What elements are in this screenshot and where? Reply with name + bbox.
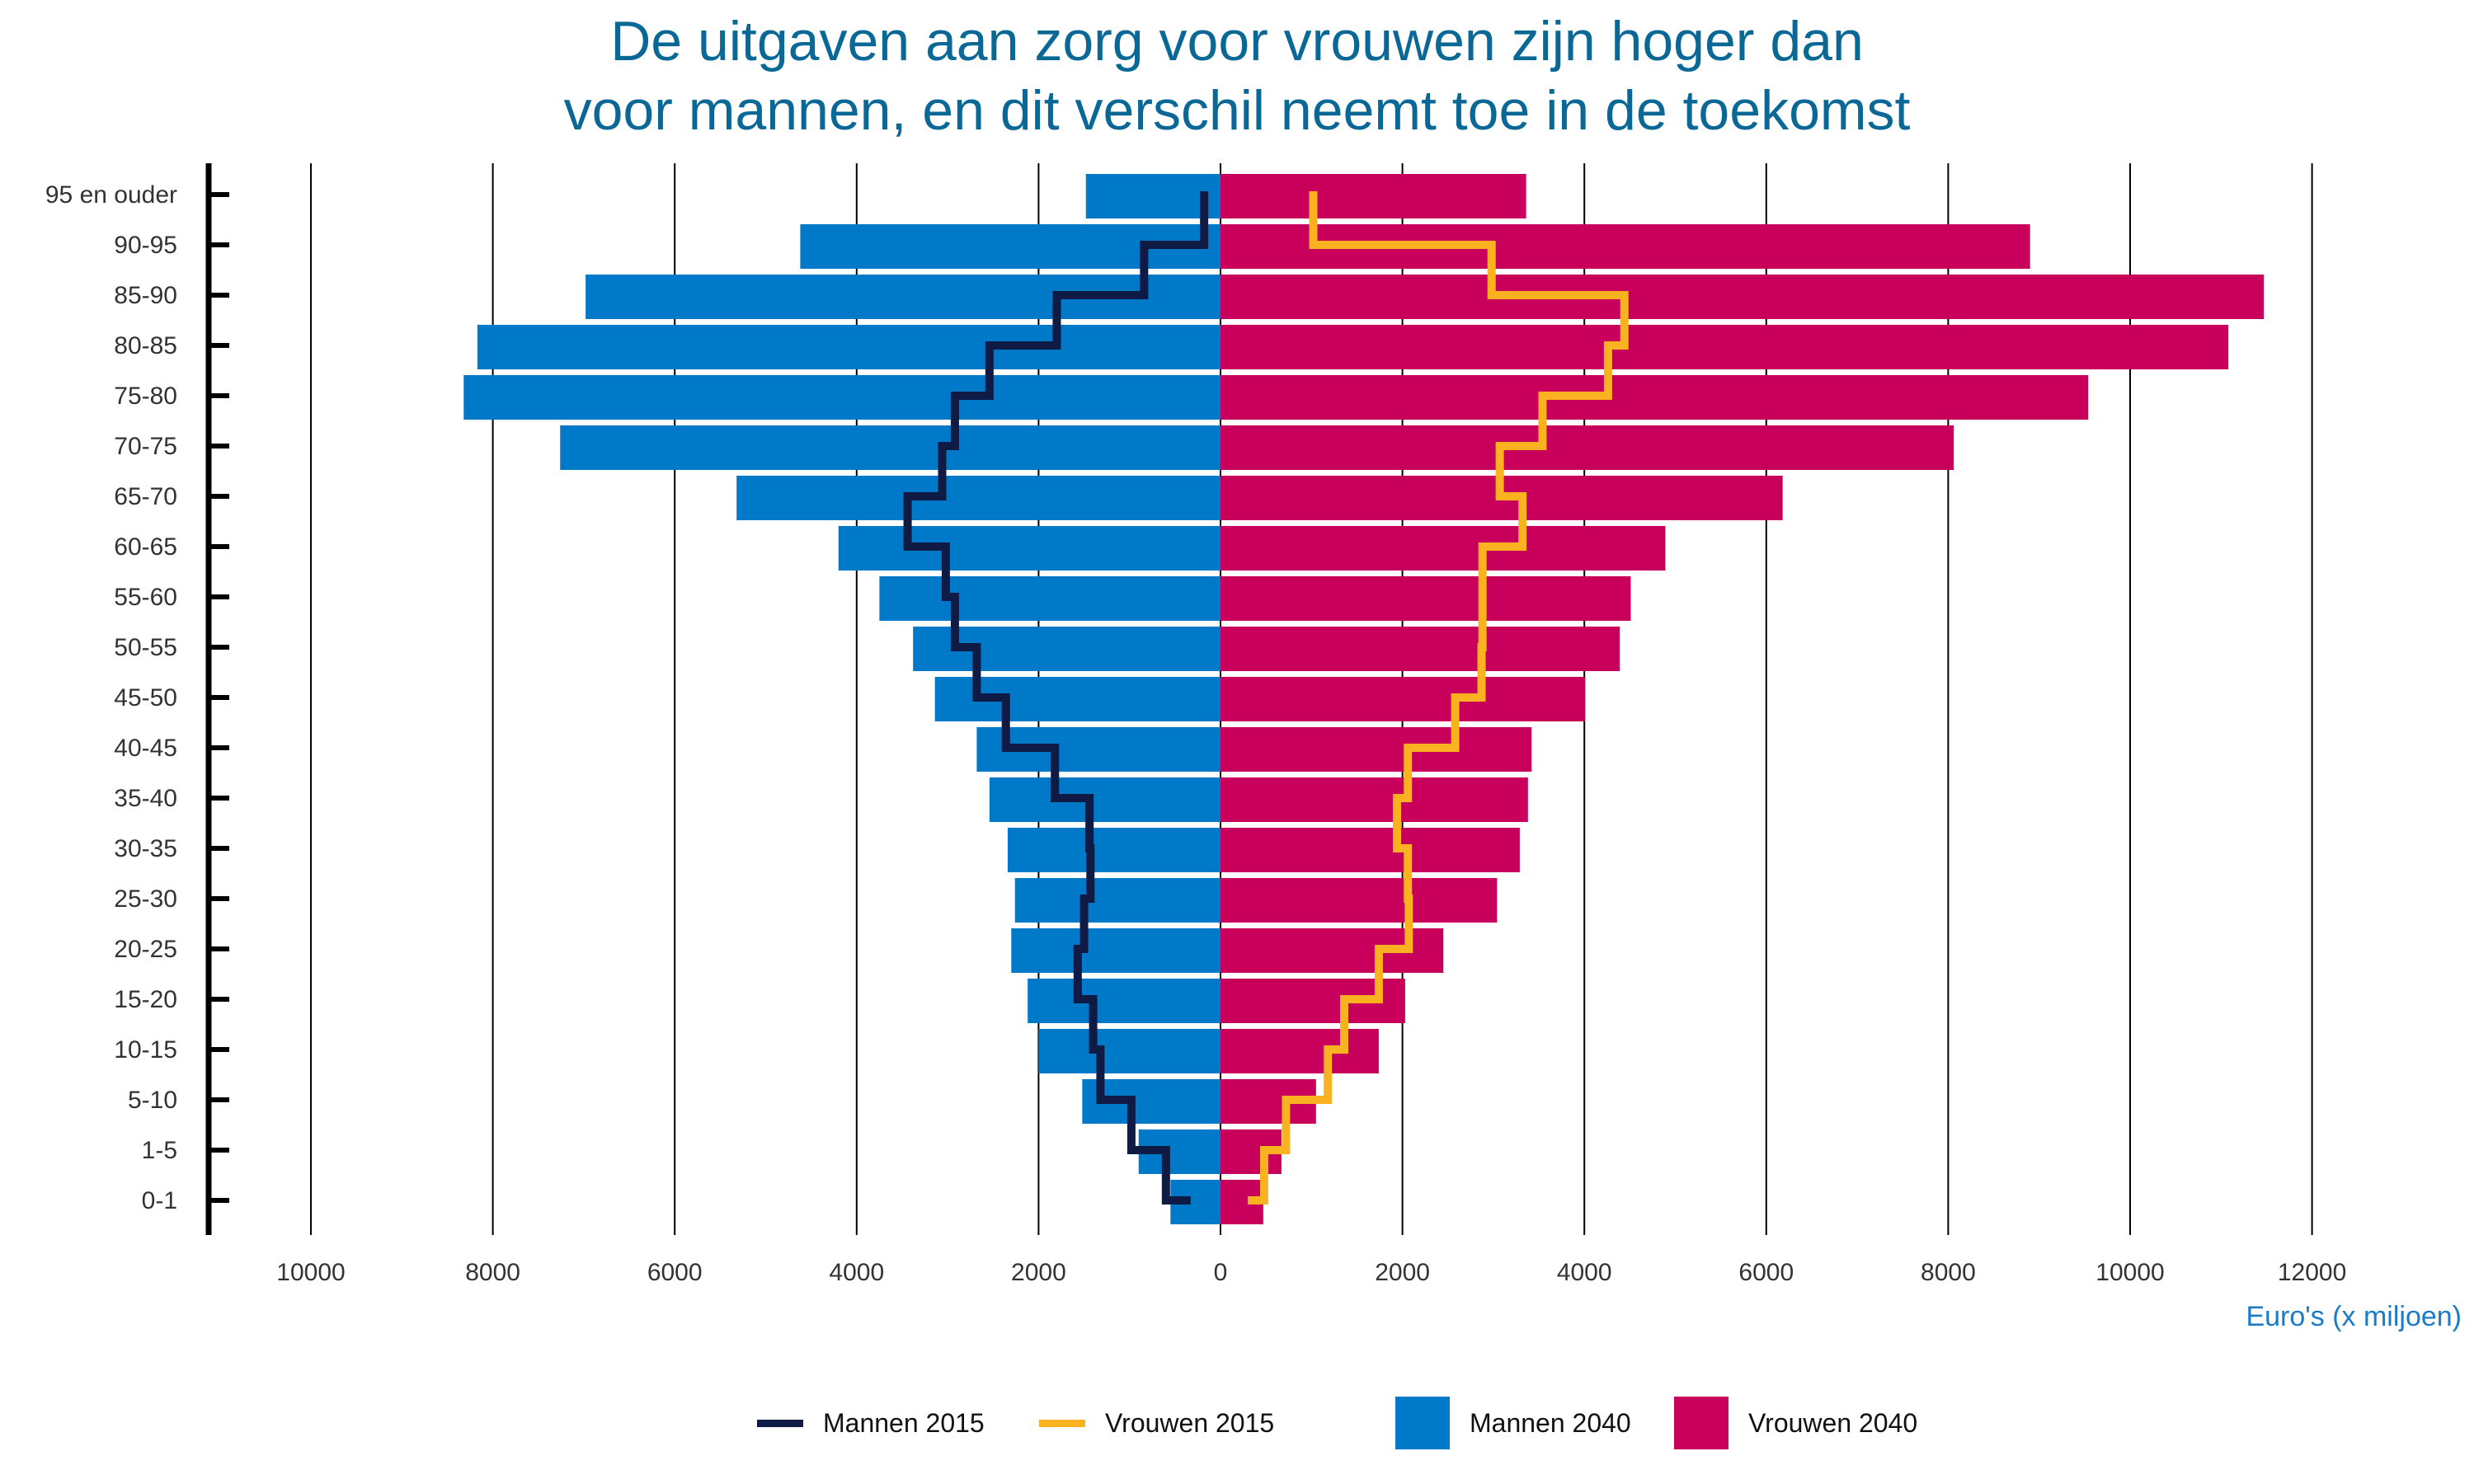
bar-vrouwen-2040 [1221,828,1520,872]
y-tick-label: 5-10 [128,1087,177,1114]
x-tick-label: 10000 [276,1259,345,1286]
legend-swatch-mannen-2015 [757,1419,803,1427]
y-tick-label: 1-5 [142,1137,177,1164]
y-tick-label: 85-90 [114,282,177,309]
bar-mannen-2040 [989,777,1221,822]
legend-item-vrouwen-2040: Vrouwen 2040 [1674,1397,1917,1449]
x-tick-label: 4000 [829,1259,884,1286]
bar-vrouwen-2040 [1221,174,1526,218]
bar-mannen-2040 [1085,174,1221,218]
x-tick-label: 6000 [1738,1259,1794,1286]
y-tick-label: 30-35 [114,835,177,862]
bar-vrouwen-2040 [1221,425,1954,470]
bar-vrouwen-2040 [1221,1029,1379,1073]
y-tick-label: 45-50 [114,684,177,711]
y-tick-label: 95 en ouder [45,181,177,209]
bar-vrouwen-2040 [1221,878,1498,923]
bar-mannen-2040 [1014,878,1221,923]
x-axis-title: Euro's (x miljoen) [2246,1301,2462,1332]
bar-vrouwen-2040 [1221,526,1666,571]
x-tick-label: 0 [1214,1259,1228,1286]
chart-title: De uitgaven aan zorg voor vrouwen zijn h… [0,7,2474,145]
legend-label-vrouwen-2015: Vrouwen 2015 [1105,1407,1275,1438]
bar-vrouwen-2040 [1221,627,1620,671]
x-tick-label: 8000 [465,1259,520,1286]
axes: 10000 8000 6000 4000 2000 0 2000 4000 6000 8000 10… [45,163,2346,1286]
y-tick-label: 0-1 [142,1187,177,1214]
y-tick-label: 25-30 [114,885,177,913]
line-vrouwen-2015 [1247,191,1629,1205]
bar-mannen-2040 [736,476,1221,520]
bar-mannen-2040 [477,325,1221,369]
bar-mannen-2040 [838,526,1221,571]
legend-label-mannen-2040: Mannen 2040 [1470,1407,1631,1438]
bar-mannen-2040 [879,576,1221,621]
bar-vrouwen-2040 [1221,727,1532,772]
bar-mannen-2040 [1038,1029,1221,1073]
x-tick-label: 2000 [1011,1259,1066,1286]
y-tick-label: 35-40 [114,785,177,812]
y-tick-label: 55-60 [114,584,177,611]
y-tick-label: 15-20 [114,986,177,1013]
y-tick-label: 90-95 [114,232,177,259]
y-tick-label: 60-65 [114,533,177,561]
line-mannen-2015 [903,191,1209,1205]
chart-title-line-1: De uitgaven aan zorg voor vrouwen zijn h… [610,10,1864,73]
bar-mannen-2040 [1011,928,1221,973]
bar-mannen-2040 [1007,828,1221,872]
x-tick-label: 6000 [647,1259,703,1286]
bar-vrouwen-2040 [1221,677,1586,721]
y-tick-label: 20-25 [114,936,177,963]
bars [463,174,2265,1224]
bar-vrouwen-2040 [1221,777,1528,822]
step-lines [903,191,1629,1205]
bar-vrouwen-2040 [1221,375,2089,420]
y-tick-label: 50-55 [114,634,177,661]
legend-swatch-mannen-2040 [1395,1397,1450,1449]
y-tick-label: 80-85 [114,332,177,359]
y-tick-label: 40-45 [114,735,177,762]
y-tick-label: 70-75 [114,433,177,460]
legend-label-vrouwen-2040: Vrouwen 2040 [1748,1407,1918,1438]
bar-mannen-2040 [560,425,1221,470]
x-tick-label: 12000 [2278,1259,2346,1286]
legend-item-mannen-2015: Mannen 2015 [757,1397,985,1449]
x-tick-label: 10000 [2095,1259,2164,1286]
bar-vrouwen-2040 [1221,325,2229,369]
bar-vrouwen-2040 [1221,576,1631,621]
legend-label-mannen-2015: Mannen 2015 [823,1407,985,1438]
chart-title-line-2: voor mannen, en dit verschil neemt toe i… [563,79,1911,142]
legend: Mannen 2015 Vrouwen 2015 Mannen 2040 Vro… [0,1397,2474,1449]
x-tick-label: 4000 [1557,1259,1612,1286]
legend-swatch-vrouwen-2015 [1039,1419,1085,1427]
y-tick-label: 10-15 [114,1036,177,1064]
x-tick-label: 2000 [1375,1259,1430,1286]
x-tick-label: 8000 [1921,1259,1976,1286]
legend-item-mannen-2040: Mannen 2040 [1395,1397,1631,1449]
legend-item-vrouwen-2015: Vrouwen 2015 [1039,1397,1274,1449]
legend-swatch-vrouwen-2040 [1674,1397,1729,1449]
bar-mannen-2040 [1028,979,1221,1023]
bar-mannen-2040 [463,375,1221,420]
y-tick-label: 75-80 [114,383,177,410]
y-tick-label: 65-70 [114,483,177,510]
bar-vrouwen-2040 [1221,275,2265,319]
